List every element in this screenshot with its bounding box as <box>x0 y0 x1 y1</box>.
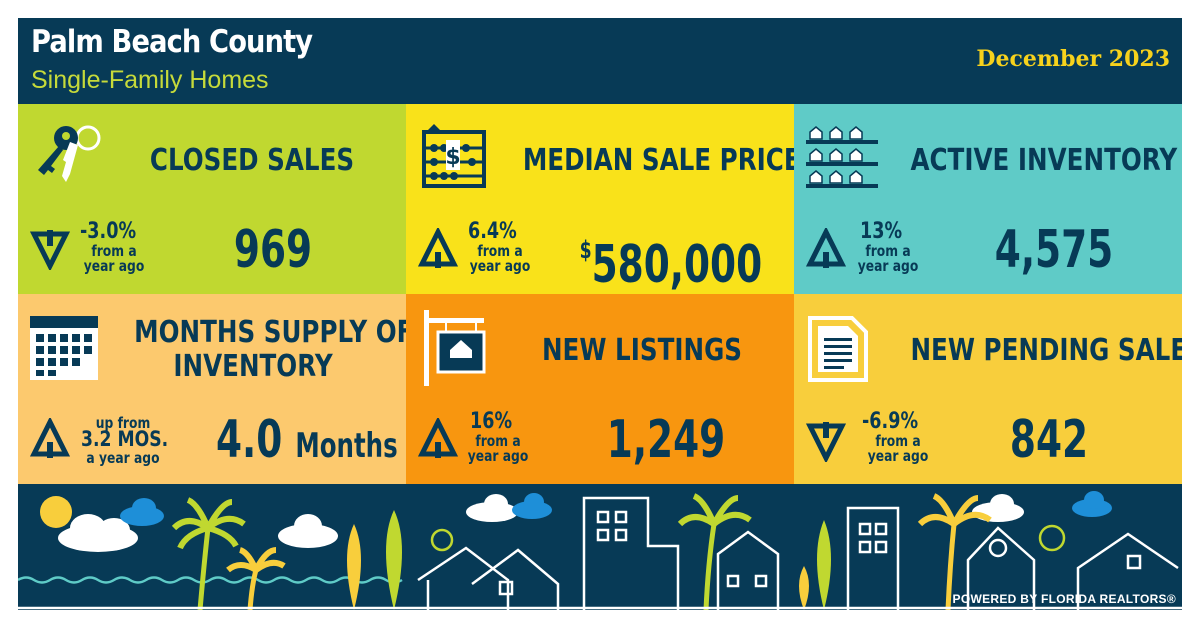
cloud-icon <box>278 514 338 548</box>
active-inventory-value: 4,575 <box>994 220 1114 280</box>
abacus-icon: $ <box>422 124 486 188</box>
months-supply-up-from: up from <box>95 414 151 432</box>
for-sale-sign-icon <box>424 310 486 386</box>
water-wave <box>18 576 403 584</box>
months-supply-title-line2: INVENTORY <box>173 349 333 384</box>
cloud-icon <box>512 493 552 519</box>
tree-icon <box>799 566 809 610</box>
page-subtitle: Single-Family Homes <box>31 66 269 94</box>
new-pending-sales-from: from a <box>875 432 921 450</box>
keys-icon <box>38 125 101 182</box>
median-sale-price-change: 6.4% <box>468 219 517 244</box>
palm-tree-icon <box>226 547 286 610</box>
palm-tree-icon <box>677 493 752 610</box>
median-sale-price-amount: 580,000 <box>591 235 763 294</box>
new-listings-from: from a <box>475 432 521 450</box>
active-inventory-change: 13% <box>860 219 903 244</box>
closed-sales-year: year ago <box>83 257 145 275</box>
arrow-up-icon <box>418 228 458 268</box>
arrow-up-icon <box>418 418 458 458</box>
new-listings-year: year ago <box>467 447 529 465</box>
buildings-outline <box>18 496 1182 610</box>
cloud-icon <box>58 514 138 552</box>
months-supply-year: a year ago <box>86 449 160 467</box>
months-supply-number: 4.0 <box>216 410 283 470</box>
new-listings-change: 16% <box>470 409 513 434</box>
arrow-down-icon <box>806 422 846 462</box>
page-title: Palm Beach County <box>31 24 313 60</box>
new-pending-sales-title: NEW PENDING SALES <box>910 333 1182 368</box>
months-supply-panel: MONTHS SUPPLY OF INVENTORY up from 3.2 M… <box>18 294 406 484</box>
new-listings-title: NEW LISTINGS <box>541 333 743 368</box>
arrow-down-icon <box>30 230 70 270</box>
months-supply-prior: 3.2 MOS. <box>81 427 169 451</box>
cloud-icon <box>1072 491 1112 517</box>
houses-shelf-icon <box>806 126 878 188</box>
cloud-icon <box>466 494 518 522</box>
palm-tree-icon <box>171 497 246 610</box>
months-supply-value: 4.0 Months <box>216 410 398 474</box>
closed-sales-from: from a <box>91 242 137 260</box>
new-pending-sales-year: year ago <box>867 447 929 465</box>
arrow-up-icon <box>806 228 846 268</box>
calendar-icon <box>30 316 98 380</box>
sun-icon <box>40 496 72 528</box>
new-pending-sales-value: 842 <box>1009 410 1089 470</box>
palm-tree-icon <box>917 493 992 610</box>
tree-icon <box>1038 524 1066 552</box>
median-sale-price-year: year ago <box>469 257 531 275</box>
tree-icon <box>347 524 361 610</box>
active-inventory-panel: ACTIVE INVENTORY 13% from a year ago 4,5… <box>794 104 1182 294</box>
new-listings-panel: NEW LISTINGS 16% from a year ago 1,249 <box>406 294 794 484</box>
new-listings-value: 1,249 <box>606 410 726 470</box>
closed-sales-change: -3.0% <box>80 219 137 244</box>
arrow-up-icon <box>30 418 70 458</box>
svg-text:$: $ <box>445 145 460 170</box>
tree-icon <box>817 520 831 610</box>
active-inventory-from: from a <box>865 242 911 260</box>
currency-symbol: $ <box>579 236 592 264</box>
report-date: December 2023 <box>976 46 1170 72</box>
powered-by-credit: POWERED BY FLORIDA REALTORS® <box>952 592 1176 606</box>
cloud-icon <box>120 498 164 526</box>
median-sale-price-title: MEDIAN SALE PRICE <box>522 143 794 178</box>
closed-sales-title: CLOSED SALES <box>149 143 355 178</box>
tree-icon <box>386 510 402 610</box>
median-sale-price-from: from a <box>477 242 523 260</box>
median-sale-price-value: $580,000 <box>579 222 763 293</box>
document-icon <box>808 316 868 382</box>
footer-illustration: POWERED BY FLORIDA REALTORS® <box>18 484 1182 610</box>
active-inventory-year: year ago <box>857 257 919 275</box>
active-inventory-title: ACTIVE INVENTORY <box>910 143 1178 178</box>
months-supply-unit: Months <box>295 426 398 466</box>
infographic: Palm Beach County Single-Family Homes De… <box>18 18 1182 610</box>
new-pending-sales-panel: NEW PENDING SALES -6.9% from a year ago … <box>794 294 1182 484</box>
median-sale-price-panel: $ MEDIAN SALE PRICE 6.4% from a year ago… <box>406 104 794 294</box>
months-supply-title-line1: MONTHS SUPPLY OF <box>134 315 406 350</box>
closed-sales-panel: CLOSED SALES -3.0% from a year ago 969 <box>18 104 406 294</box>
skyline-illustration <box>18 491 1182 610</box>
new-pending-sales-change: -6.9% <box>862 409 919 434</box>
closed-sales-value: 969 <box>233 220 313 280</box>
header: Palm Beach County Single-Family Homes De… <box>18 18 1182 104</box>
